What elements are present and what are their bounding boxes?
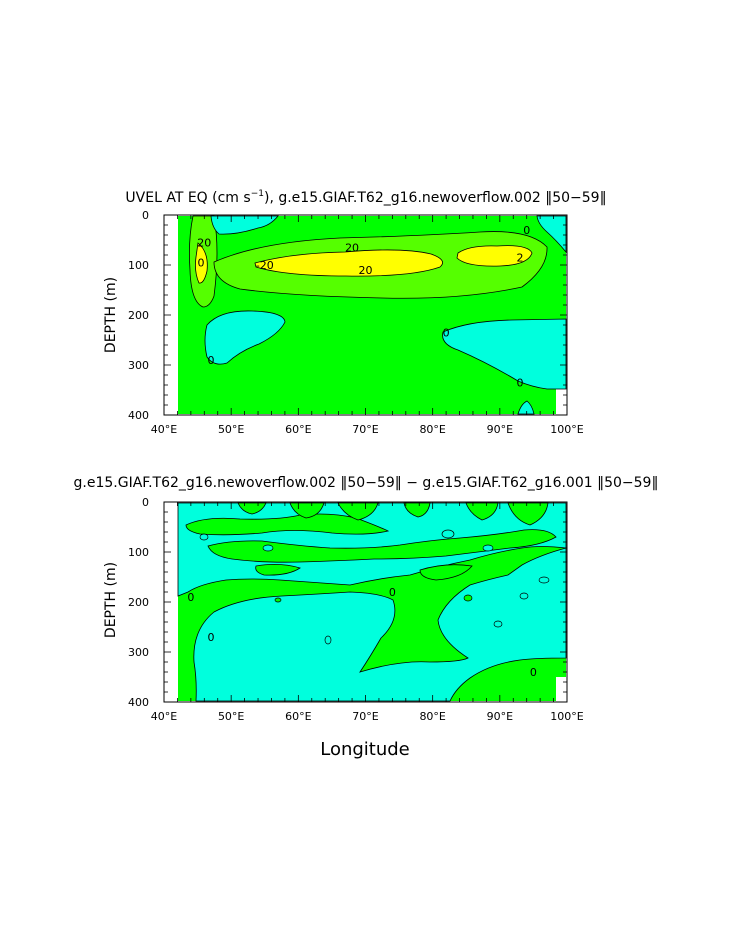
- y-tick-label: 300: [128, 646, 149, 659]
- panel-2-green-patch-10: [419, 564, 473, 581]
- x-tick-label: 70°E: [352, 423, 378, 436]
- panel-2-cyan-cell-1: [199, 533, 209, 541]
- panel-2-ylabel: DEPTH (m): [103, 562, 119, 638]
- contour-label: 0: [208, 354, 215, 367]
- y-tick-label: 300: [128, 359, 149, 372]
- panel-1-ylabel: DEPTH (m): [103, 277, 119, 353]
- panel-2-cyan-cell-9: [274, 597, 282, 603]
- contour-label: 20: [359, 264, 373, 277]
- panel-2-axes: 40°E 50°E 60°E 70°E 80°E 90°E 100°E 0 100 200 300 4…: [128, 496, 584, 723]
- panel-2-cyan-cell-7: [538, 576, 550, 584]
- x-tick-label: 100°E: [550, 423, 583, 436]
- contour-label: 0: [389, 586, 396, 599]
- contour-label: 0: [516, 377, 523, 390]
- panel-1-title: UVEL AT EQ (cm s−1), g.e15.GIAF.T62_g16.…: [125, 189, 606, 206]
- x-tick-label: 80°E: [419, 423, 445, 436]
- x-tick-label: 80°E: [419, 710, 445, 723]
- y-tick-label: 400: [128, 696, 149, 709]
- panel-1-missing-data: [556, 389, 567, 415]
- y-tick-label: 0: [142, 209, 149, 222]
- x-tick-label: 40°E: [151, 423, 177, 436]
- contour-label: 0: [443, 327, 450, 340]
- panel-2-green-patch-7: [465, 502, 499, 521]
- contour-label: 0: [523, 224, 530, 237]
- x-tick-label: 60°E: [285, 423, 311, 436]
- panel-1-cyan-region-northeast: [536, 215, 567, 254]
- panel-1: UVEL AT EQ (cm s−1), g.e15.GIAF.T62_g16.…: [103, 189, 607, 436]
- x-tick-label: 70°E: [352, 710, 378, 723]
- panel-1-yellow-core-east: [456, 245, 533, 267]
- panel-2-title: g.e15.GIAF.T62_g16.newoverflow.002 ‖50−5…: [74, 475, 659, 491]
- y-tick-label: 400: [128, 409, 149, 422]
- panel-1-axes: 40°E 50°E 60°E 70°E 80°E 90°E 100°E01002003004…: [128, 209, 584, 436]
- contour-label: 0: [187, 591, 194, 604]
- x-tick-label: 90°E: [487, 710, 513, 723]
- panel-2-cyan-cell-8: [324, 635, 332, 645]
- panel-2-missing-data: [556, 677, 567, 702]
- contour-label: 0: [197, 257, 204, 270]
- panel-2-green-patch-6: [403, 502, 431, 518]
- panel-2-green-patch-1: [185, 513, 390, 536]
- panel-2-green-patch-9: [255, 564, 301, 576]
- panel-2-cyan-cell-2: [262, 544, 274, 552]
- panel-2-cyan-cell-5: [519, 592, 529, 600]
- x-tick-label: 50°E: [218, 423, 244, 436]
- panel-1-cyan-region-east: [442, 318, 567, 390]
- panel-2-cyan-region-lower: [193, 547, 567, 702]
- panel-2-green-cell-1: [463, 594, 473, 602]
- x-tick-label: 40°E: [151, 710, 177, 723]
- x-tick-label: 100°E: [550, 710, 583, 723]
- x-tick-label: 90°E: [487, 423, 513, 436]
- y-tick-label: 100: [128, 259, 149, 272]
- contour-label: 0: [530, 666, 537, 679]
- x-tick-label: 60°E: [285, 710, 311, 723]
- panel-1-cyan-region-northwest: [210, 215, 279, 235]
- y-tick-label: 200: [128, 309, 149, 322]
- contour-label: 2: [516, 252, 523, 265]
- y-tick-label: 200: [128, 596, 149, 609]
- panel-2: g.e15.GIAF.T62_g16.newoverflow.002 ‖50−5…: [74, 475, 659, 760]
- x-tick-label: 50°E: [218, 710, 244, 723]
- panel-2-xlabel: Longitude: [320, 739, 410, 760]
- panel-1-yellow-core-west: [195, 242, 208, 284]
- panel-1-cyan-region-bottom: [517, 400, 535, 415]
- contour-label: 0: [208, 631, 215, 644]
- panel-2-green-patch-8: [507, 502, 549, 526]
- panel-2-cyan-cell-3: [441, 529, 455, 539]
- contour-label: 20: [197, 237, 211, 250]
- contour-label: 20: [345, 242, 359, 255]
- panel-2-cyan-cell-4: [482, 544, 494, 552]
- contour-label: -20: [256, 259, 274, 272]
- panel-2-plot-area: 0 0 0 0: [163, 501, 568, 703]
- panel-2-cyan-cell-6: [493, 620, 503, 628]
- y-tick-label: 0: [142, 496, 149, 509]
- panel-2-green-patch-5: [337, 502, 379, 521]
- panel-1-yellow-core-central: [254, 249, 443, 277]
- panel-2-contour-labels: 0 0 0 0: [187, 586, 537, 679]
- panel-2-green-patch-2: [207, 529, 557, 563]
- panel-1-cyan-region-southwest: [204, 310, 286, 365]
- y-tick-label: 100: [128, 546, 149, 559]
